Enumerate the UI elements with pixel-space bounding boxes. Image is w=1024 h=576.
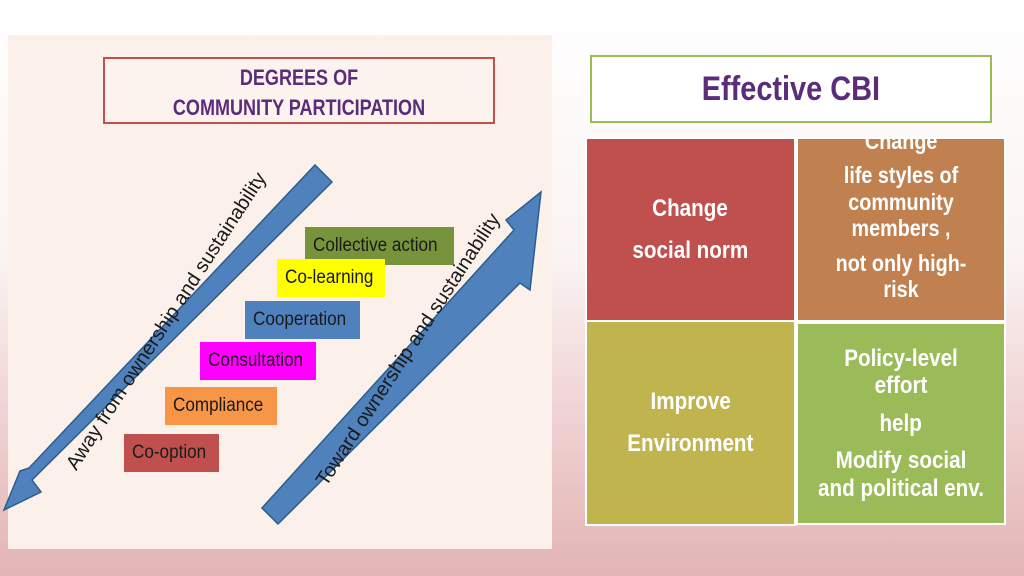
cbi-title: Effective CBI xyxy=(590,55,992,123)
step-cooperation: Cooperation xyxy=(245,301,360,339)
title-line-2: COMMUNITY PARTICIPATION xyxy=(172,95,426,120)
step-co-learning: Co-learning xyxy=(277,259,385,297)
step-consultation: Consultation xyxy=(200,342,316,380)
cell-change-social-norm: Change social norm xyxy=(585,137,796,322)
participation-title: DEGREES OF COMMUNITY PARTICIPATION xyxy=(103,57,495,124)
title-line-1: DEGREES OF xyxy=(239,65,359,90)
cell-improve-environment: Improve Environment xyxy=(585,320,796,526)
cell-policy-level-effort: Policy-level effort help Modify social a… xyxy=(796,322,1006,525)
step-collective-action: Collective action xyxy=(305,227,454,265)
step-co-option: Co-option xyxy=(124,434,219,472)
cell-change-life-styles: Change life styles of community members … xyxy=(796,137,1006,322)
step-compliance: Compliance xyxy=(165,387,277,425)
